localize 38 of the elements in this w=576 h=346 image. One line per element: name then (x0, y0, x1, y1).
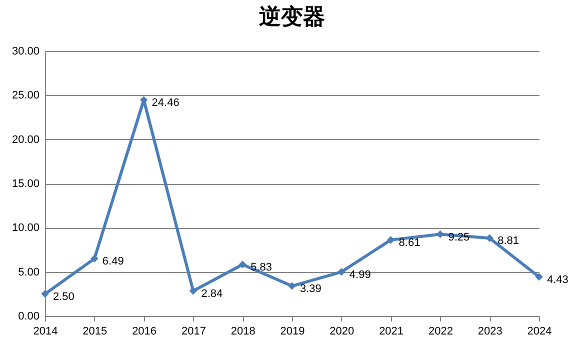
x-tick-label: 2016 (132, 326, 157, 338)
point (189, 287, 198, 295)
point (288, 282, 296, 290)
data-label: 8.81 (498, 235, 520, 248)
point (90, 254, 98, 263)
data-label: 4.99 (349, 268, 371, 281)
point (338, 268, 346, 276)
y-tick-label: 10.00 (12, 222, 40, 234)
x-tick-label: 2015 (82, 326, 108, 338)
data-label: 4.43 (547, 274, 568, 286)
x-tick-label: 2021 (379, 326, 404, 338)
x-tick-label: 2022 (428, 326, 453, 338)
data-label: 5.83 (250, 262, 272, 274)
y-tick-label: 0.00 (18, 310, 40, 322)
y-tick-label: 15.00 (12, 178, 40, 190)
point (386, 236, 395, 244)
data-label: 2.50 (53, 290, 74, 303)
data-label: 24.46 (152, 96, 180, 109)
data-label: 8.61 (398, 236, 420, 249)
x-tick-label: 2024 (527, 326, 552, 338)
x-tick-label: 2017 (181, 326, 206, 338)
point (238, 260, 246, 268)
point (535, 272, 543, 281)
chart-title: 逆变器 (259, 4, 325, 29)
data-label: 3.39 (300, 283, 322, 296)
x-tick-label: 2018 (230, 326, 256, 338)
y-tick-label: 25.00 (12, 90, 40, 102)
x-tick-label: 2023 (478, 326, 502, 338)
x-tick-label: 2014 (33, 326, 58, 338)
y-tick-label: 30.00 (12, 46, 40, 58)
x-tick-label: 2020 (330, 326, 354, 338)
y-tick-label: 5.00 (18, 266, 40, 278)
y-tick-label: 20.00 (12, 134, 40, 146)
data-label: 6.49 (102, 256, 124, 268)
point (41, 290, 49, 298)
x-tick-label: 2019 (280, 326, 305, 338)
point (486, 234, 494, 242)
data-label: 2.84 (201, 288, 223, 300)
